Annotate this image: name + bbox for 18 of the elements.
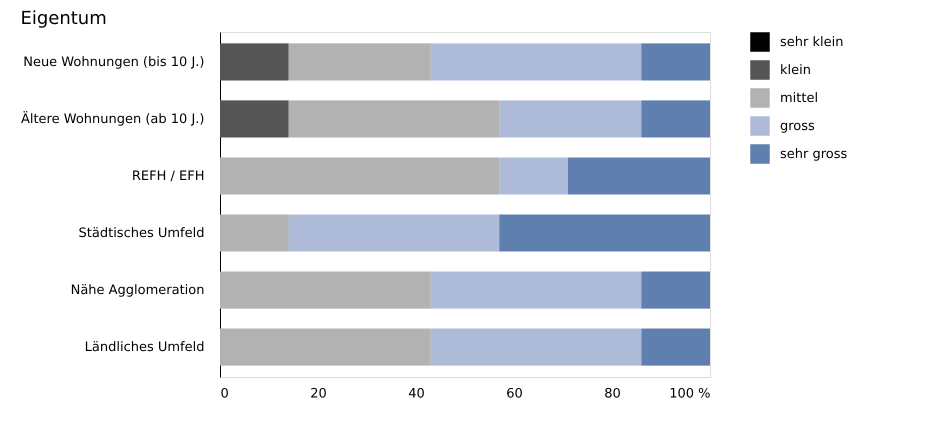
y-tick-label: REFH / EFH (132, 168, 204, 184)
x-tick-label: 0 (220, 386, 229, 402)
x-tick-label: 20 (310, 386, 327, 402)
legend-label: sehr gross (780, 147, 848, 162)
y-tick-label: Ältere Wohnungen (ab 10 J.) (20, 110, 204, 127)
x-tick-label: 60 (506, 386, 523, 402)
legend-label: mittel (780, 91, 818, 106)
y-tick-label: Ländliches Umfeld (84, 340, 204, 356)
y-tick-label: Städtisches Umfeld (78, 226, 204, 242)
x-tick-label: 40 (408, 386, 425, 402)
legend-label: sehr klein (780, 35, 844, 50)
text: Eigentum (20, 8, 107, 29)
legend-label: gross (780, 119, 816, 134)
x-tick-label: 100 % (669, 386, 710, 402)
y-tick-label: Nähe Agglomeration (70, 283, 204, 298)
y-tick-label: Neue Wohnungen (bis 10 J.) (23, 54, 204, 70)
x-tick-label: 80 (604, 386, 621, 402)
legend-label: klein (780, 63, 811, 78)
